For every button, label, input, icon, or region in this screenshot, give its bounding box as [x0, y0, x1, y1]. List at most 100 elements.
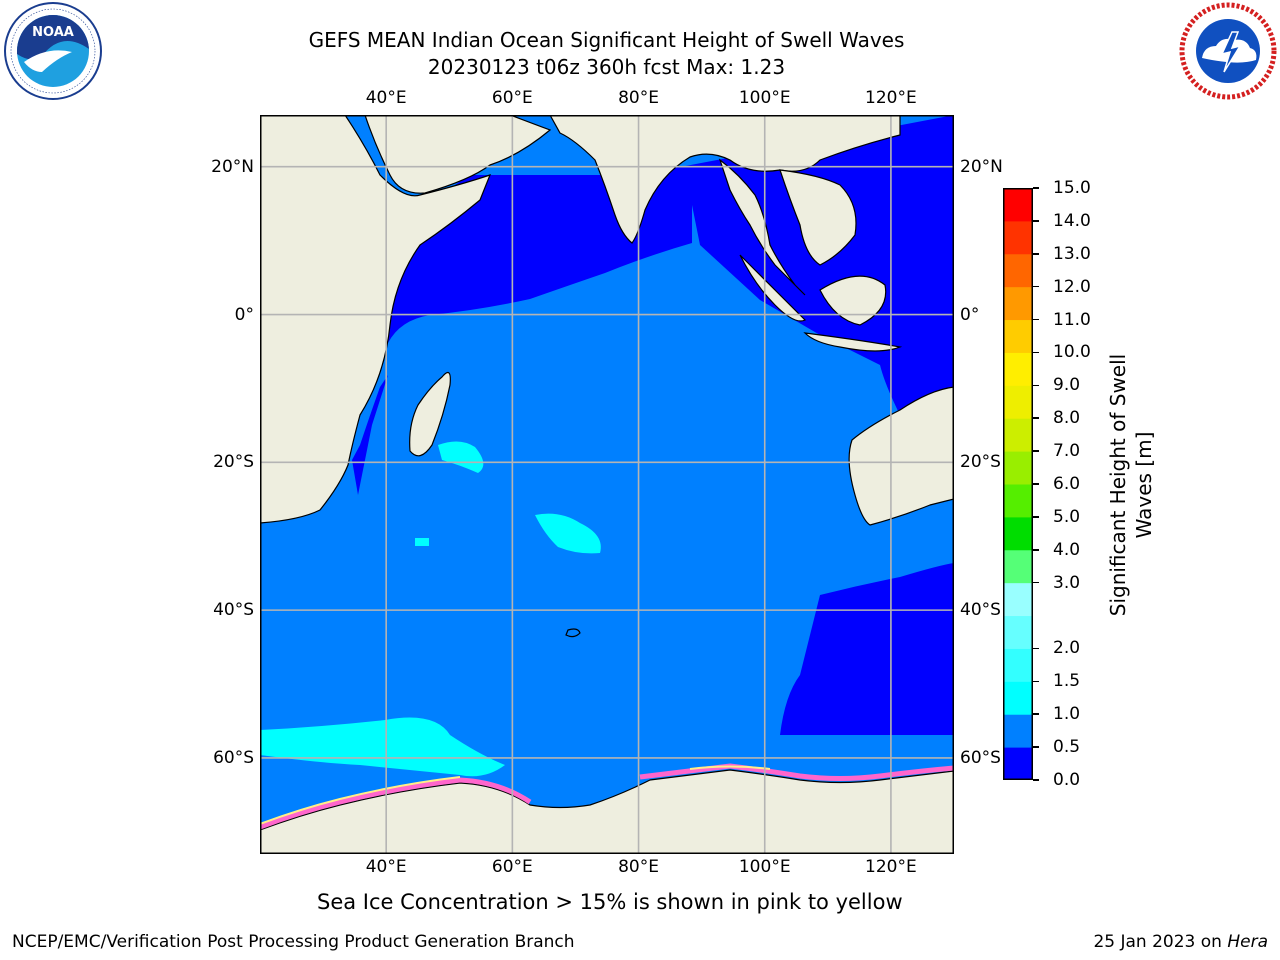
colorbar-tick-mark-7.0 [1033, 450, 1039, 452]
colorbar-swatch-6 [1003, 549, 1033, 584]
colorbar-swatch-4 [1003, 615, 1033, 649]
colorbar-tick-mark-4.0 [1033, 549, 1039, 551]
colorbar-swatch-12 [1003, 352, 1033, 386]
lat-label-right--20: 20°S [960, 452, 1001, 473]
colorbar-tick-15.0: 15.0 [1053, 178, 1091, 198]
colorbar-tick-13.0: 13.0 [1053, 243, 1091, 264]
colorbar-tick-4.0: 4.0 [1053, 539, 1081, 560]
colorbar-tick-8.0: 8.0 [1053, 408, 1081, 429]
swell-patch-3 [260, 717, 505, 777]
land-africa [260, 115, 492, 524]
map-panel [260, 115, 954, 854]
lon-label-top-40: 40°E [365, 88, 407, 108]
colorbar-tick-0.0: 0.0 [1053, 770, 1081, 790]
swell-patch-2 [535, 513, 601, 554]
colorbar-swatch-1 [1003, 714, 1033, 748]
land-java [803, 332, 903, 352]
land-antarctica [260, 769, 954, 854]
colorbar-tick-mark-5.0 [1033, 516, 1039, 518]
swell-patch-4 [415, 538, 429, 546]
colorbar-swatch-5 [1003, 582, 1033, 617]
land-kerguelen [565, 628, 581, 638]
nws-logo [1179, 2, 1277, 100]
colorbar-swatch-13 [1003, 319, 1033, 353]
graticule [260, 115, 954, 854]
colorbar-swatch-14 [1003, 286, 1033, 321]
colorbar-tick-mark-14.0 [1033, 220, 1039, 222]
colorbar-title: Significant Height of Swell Waves [m] [1106, 353, 1156, 617]
footer-host: Hera [1227, 932, 1268, 952]
lon-label-bottom-80: 80°E [618, 857, 659, 877]
lon-label-top-120: 120°E [865, 88, 917, 108]
sea-ice-edge-inner [260, 765, 771, 825]
chart-subtitle: 20230123 t06z 360h fcst Max: 1.23 [427, 55, 786, 79]
lat-label-left--60: 60°S [213, 747, 254, 768]
colorbar-tick-mark-6.0 [1033, 483, 1039, 485]
colorbar-swatch-2 [1003, 681, 1033, 715]
chart-title: GEFS MEAN Indian Ocean Significant Heigh… [308, 28, 905, 52]
colorbar-tick-7.0: 7.0 [1053, 441, 1081, 462]
noaa-logo-text: NOAA [32, 25, 74, 40]
land-arabia [364, 115, 552, 194]
colorbar-tick-9.0: 9.0 [1053, 375, 1081, 396]
footer-date-text: 25 Jan 2023 on [1093, 932, 1228, 952]
colorbar-tick-1.5: 1.5 [1053, 671, 1081, 692]
colorbar-swatch-11 [1003, 385, 1033, 419]
land-australia [848, 386, 954, 526]
lon-label-bottom-100: 100°E [738, 857, 791, 877]
colorbar-tick-mark-11.0 [1033, 318, 1039, 321]
colorbar [1003, 188, 1033, 780]
low-swell-southeast [780, 563, 954, 735]
colorbar-tick-12.0: 12.0 [1053, 276, 1091, 297]
colorbar-tick-0.5: 0.5 [1053, 737, 1081, 758]
lat-label-right-20: 20°N [960, 156, 1003, 177]
colorbar-tick-3.0: 3.0 [1053, 572, 1081, 593]
colorbar-tick-mark-10.0 [1033, 351, 1039, 354]
footer-date: 25 Jan 2023 on Hera [1093, 932, 1268, 952]
map-frame [260, 115, 954, 854]
colorbar-frame [1003, 188, 1033, 780]
colorbar-tick-mark-0.0 [1033, 779, 1039, 781]
lat-label-right-0: 0° [960, 304, 980, 325]
colorbar-swatch-15 [1003, 253, 1033, 288]
colorbar-swatch-10 [1003, 418, 1033, 452]
colorbar-tick-5.0: 5.0 [1053, 506, 1081, 527]
lon-label-bottom-120: 120°E [865, 857, 917, 877]
colorbar-tick-mark-8.0 [1033, 417, 1039, 419]
lat-label-left--20: 20°S [213, 452, 254, 473]
colorbar-tick-mark-13.0 [1033, 253, 1039, 255]
colorbar-swatch-7 [1003, 516, 1033, 551]
colorbar-swatch-17 [1003, 188, 1033, 222]
colorbar-tick-mark-15.0 [1033, 187, 1039, 189]
lon-label-bottom-60: 60°E [491, 857, 533, 877]
colorbar-tick-mark-1.5 [1033, 680, 1039, 683]
land-madagascar [409, 371, 451, 457]
colorbar-swatch-8 [1003, 484, 1033, 518]
colorbar-tick-1.0: 1.0 [1053, 704, 1081, 725]
land-indochina [718, 158, 857, 296]
lon-label-bottom-40: 40°E [365, 857, 407, 877]
low-swell-east [638, 115, 954, 415]
sea-ice-edge [260, 763, 954, 830]
colorbar-tick-mark-2.0 [1033, 647, 1039, 650]
colorbar-swatch-16 [1003, 220, 1033, 255]
lat-label-left--40: 40°S [213, 600, 254, 621]
lon-label-top-100: 100°E [738, 88, 791, 108]
colorbar-tick-10.0: 10.0 [1053, 342, 1091, 363]
lat-label-left-0: 0° [234, 304, 254, 325]
colorbar-tick-mark-3.0 [1033, 581, 1039, 584]
colorbar-swatch-9 [1003, 451, 1033, 485]
colorbar-swatch-3 [1003, 648, 1033, 682]
lon-label-top-60: 60°E [491, 88, 533, 108]
lat-label-right--60: 60°S [960, 747, 1001, 768]
colorbar-tick-2.0: 2.0 [1053, 638, 1081, 659]
lat-label-left-20: 20°N [211, 156, 254, 177]
lat-label-right--40: 40°S [960, 600, 1001, 621]
land-sumatra [739, 254, 807, 322]
colorbar-tick-mark-1.0 [1033, 713, 1039, 715]
swell-patch-1 [438, 441, 484, 473]
land-india [549, 115, 901, 244]
colorbar-tick-14.0: 14.0 [1053, 210, 1091, 231]
lon-label-top-80: 80°E [618, 88, 659, 108]
noaa-logo: NOAA [4, 2, 102, 100]
